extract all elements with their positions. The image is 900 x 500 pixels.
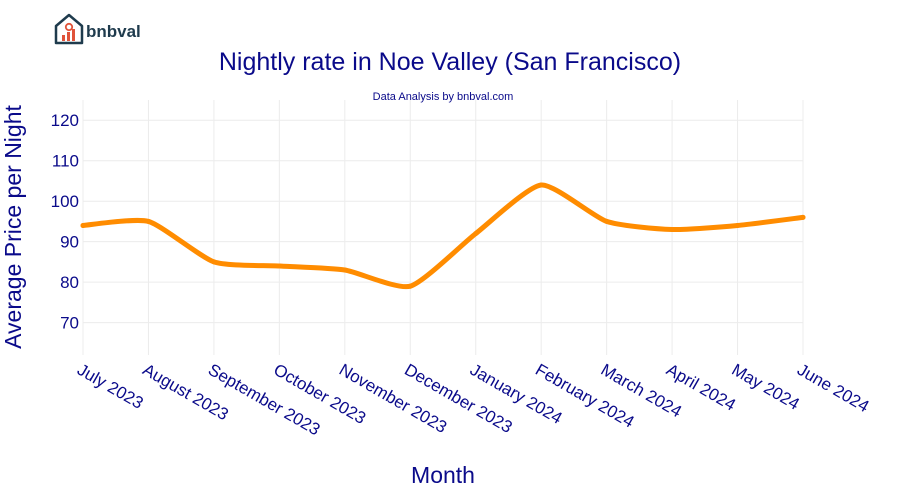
y-axis-label: Average Price per Night [0,105,26,349]
data-point [800,214,806,220]
y-axis-ticks: 70 80 90 100 110 120 [51,111,79,332]
x-tick-label: December 2023 [401,360,515,437]
bnbval-logo: bnbval [54,13,141,45]
x-tick-label: September 2023 [205,360,323,439]
grid [82,100,804,355]
house-chart-icon [54,13,84,45]
data-point [407,283,413,289]
chart-subtitle: Data Analysis by bnbval.com [373,91,514,103]
y-tick-label: 120 [51,111,79,130]
data-point [342,267,348,273]
x-tick-label: July 2023 [74,360,147,413]
series-lines [80,182,806,290]
y-tick-label: 90 [60,233,79,252]
y-tick-label: 110 [52,152,79,171]
data-point [211,259,217,265]
x-tick-label: May 2024 [729,360,803,414]
data-point [604,218,610,224]
brand-name: bnbval [86,22,141,41]
y-tick-label: 100 [51,192,79,211]
data-point [276,263,282,269]
data-point [538,182,544,188]
x-tick-label: November 2023 [336,360,450,437]
chart-title: Nightly rate in Noe Valley (San Francisc… [219,48,681,76]
series-line [80,182,806,290]
y-tick-label: 80 [60,273,79,292]
data-point [735,222,741,228]
data-point [145,218,151,224]
x-axis-label: Month [411,462,475,488]
x-tick-label: June 2024 [794,360,872,416]
y-tick-label: 70 [60,314,79,333]
data-point [669,227,675,233]
data-point [473,231,479,237]
data-point [80,222,86,228]
